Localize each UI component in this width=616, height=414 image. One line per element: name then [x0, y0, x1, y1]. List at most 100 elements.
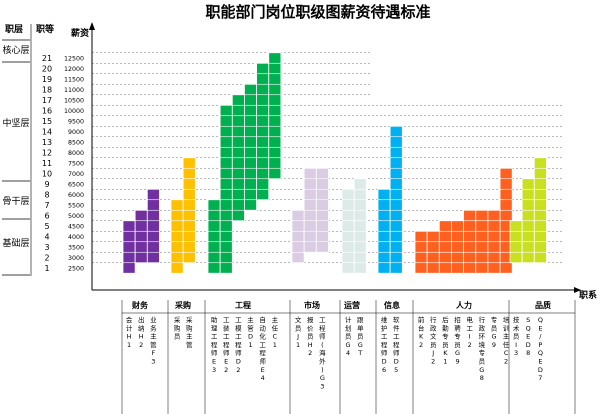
column-label: 后勤专员 K 1: [442, 315, 449, 366]
column-label: 电工 I 2: [466, 315, 473, 349]
grade-tick-label: 21: [42, 54, 52, 63]
grade-tick-label: 4: [44, 233, 49, 242]
column-label: 工模工程师 D 2: [235, 316, 242, 374]
salary-tick-label: 7000: [68, 171, 84, 178]
bar: [353, 178, 367, 274]
bar-column: [268, 52, 282, 180]
salary-tick-label: 11500: [64, 77, 84, 84]
tier-label: 基础层: [2, 237, 29, 249]
chart-title: 职能部门岗位职级图薪资待遇标准: [205, 3, 430, 21]
bar-column: [377, 188, 391, 274]
salary-header: 薪资: [71, 27, 89, 39]
grade-tick-label: 1: [44, 264, 49, 273]
column-label: 行政环境专员 G 8: [479, 315, 486, 382]
grade-tick-label: 15: [42, 117, 52, 126]
bar-column: [341, 188, 355, 274]
salary-tick-label: 9000: [68, 129, 84, 136]
grade-tick-label: 18: [42, 86, 52, 95]
bar-column: [303, 167, 317, 253]
salary-tick-label: 5000: [68, 213, 84, 220]
guides-layer: [2, 39, 562, 276]
bar-column: [315, 167, 329, 253]
grade-tick-label: 17: [42, 96, 52, 105]
bar: [438, 220, 452, 274]
column-label: 自动化工程师 E 4: [259, 315, 266, 382]
group-label: 人力: [456, 300, 472, 310]
bar-column: [291, 209, 305, 264]
column-label: 软件工程师 D 5: [393, 315, 400, 374]
column-label: 培训主任 C 2: [503, 315, 510, 366]
bar-column: [146, 188, 160, 264]
salary-tick-label: 9500: [68, 119, 84, 126]
grade-tick-label: 9: [44, 180, 49, 189]
grade-tick-label: 2: [44, 254, 49, 263]
salary-tick-label: 10000: [64, 108, 84, 115]
column-label: 主任 C 1: [272, 315, 279, 349]
bars-layer: [122, 52, 547, 274]
bar-column: [451, 220, 465, 274]
column-label: Q E / P Q E D 7: [538, 316, 543, 382]
salary-tick-label: 8000: [68, 150, 84, 157]
x-axis-arrow: [574, 287, 581, 293]
bar-column: [426, 230, 440, 274]
column-label: 采购员: [174, 315, 181, 341]
column-label: 业务主管 F 3: [150, 315, 157, 366]
bar-column: [521, 178, 535, 264]
bar: [291, 209, 305, 264]
bar-column: [134, 209, 148, 264]
column-label: 工装工程师 E 2: [223, 316, 230, 374]
grade-tick-label: 20: [42, 65, 52, 74]
grade-tick-label: 12: [42, 149, 52, 158]
bar: [256, 62, 270, 201]
group-label: 品质: [535, 300, 551, 310]
column-label: 专员 G 9: [491, 315, 498, 349]
bar-column: [533, 157, 547, 264]
salary-tick-label: 12000: [64, 66, 84, 73]
grade-tick-label: 5: [44, 222, 49, 231]
salary-tick-label: 2500: [68, 266, 84, 273]
column-label: 会计 H 1: [126, 315, 133, 349]
bar-column: [122, 220, 136, 274]
bar-column: [231, 94, 245, 222]
bar-column: [499, 167, 513, 274]
salary-tick-label: 10500: [64, 98, 84, 105]
grade-tick-label: 10: [42, 170, 52, 179]
salary-tick-label: 5500: [68, 203, 84, 210]
bar-column: [414, 230, 428, 274]
bar: [122, 220, 136, 274]
group-label: 采购: [174, 300, 191, 310]
salary-tick-label: 4000: [68, 234, 84, 241]
salary-tick-label: 6500: [68, 182, 84, 189]
bar-column: [244, 83, 257, 211]
salary-tick-label: 3500: [68, 245, 84, 252]
column-label: 文员 J 1: [295, 315, 302, 349]
grade-tick-label: 11: [42, 159, 52, 168]
y-axis-arrow: [89, 22, 95, 30]
group-label: 市场: [304, 300, 320, 310]
bar-column: [389, 125, 403, 274]
bar-column: [509, 220, 523, 264]
salary-tick-label: 7500: [68, 161, 84, 168]
salary-tick-label: 3000: [68, 255, 84, 262]
salary-tick-label: 11000: [64, 87, 84, 94]
group-label: 财务: [131, 300, 149, 310]
column-label: 助理工程师 E 3: [211, 315, 218, 374]
grade-header: 职等: [36, 23, 54, 35]
column-label: 技术员 I 3: [513, 315, 520, 357]
bar: [146, 188, 160, 264]
salary-tick-label: 12500: [64, 56, 84, 63]
grade-tick-label: 13: [42, 138, 52, 147]
column-label: 招聘专员 G 9: [454, 315, 461, 366]
column-label: 行政文员 J 2: [430, 315, 437, 366]
grade-tick-label: 6: [44, 212, 49, 221]
bar-column: [207, 199, 221, 274]
grade-tick-label: 7: [44, 201, 49, 210]
tier-label: 核心层: [2, 44, 29, 56]
grade-tick-label: 16: [42, 107, 52, 116]
column-label: 计划员 G 4: [345, 315, 352, 357]
group-label: 工程: [235, 300, 251, 310]
column-label: 维护工程师 D 6: [381, 315, 388, 374]
